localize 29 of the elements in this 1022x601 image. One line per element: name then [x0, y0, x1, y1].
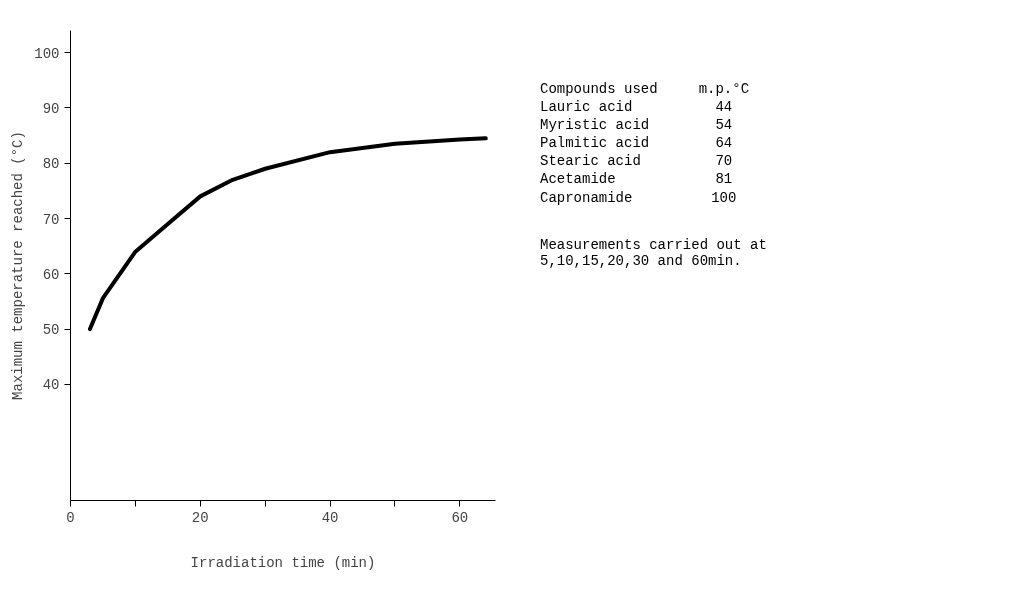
text: Palmitic acid — [540, 134, 651, 153]
text: Capronamide — [540, 188, 634, 207]
text: 64 — [714, 134, 734, 153]
x-tick-label: 40 — [321, 509, 339, 526]
x-tick-label: 0 — [66, 509, 75, 526]
y-tick-label: 80 — [42, 156, 60, 173]
x-tick-label: 20 — [191, 509, 209, 526]
y-tick-label: 60 — [42, 266, 60, 283]
text: Compounds used — [540, 80, 659, 99]
x-axis-title: Irradiation time (min) — [190, 554, 376, 571]
y-tick-label: 40 — [42, 377, 60, 394]
text: Measurements carried out at 5,10,15,20,30 and 60min. — [540, 236, 768, 269]
y-tick-label: 90 — [42, 100, 60, 117]
text: 70 — [714, 152, 734, 171]
text: Myristic acid — [540, 116, 651, 135]
text: Acetamide — [540, 170, 617, 189]
text: Lauric acid — [540, 98, 634, 117]
text: 81 — [714, 170, 734, 189]
text: m.p.°C — [697, 80, 751, 99]
text: Stearic acid — [540, 152, 642, 171]
y-tick-label: 100 — [34, 45, 60, 62]
y-axis-title: Maximum temperature reached (°C) — [10, 131, 27, 400]
text: 54 — [714, 116, 734, 135]
y-tick-label: 70 — [42, 211, 60, 228]
text: 100 — [710, 188, 738, 207]
line-series — [87, 136, 488, 332]
x-tick-label: 60 — [451, 509, 469, 526]
y-tick-label: 50 — [42, 322, 60, 339]
text: 44 — [714, 98, 734, 117]
